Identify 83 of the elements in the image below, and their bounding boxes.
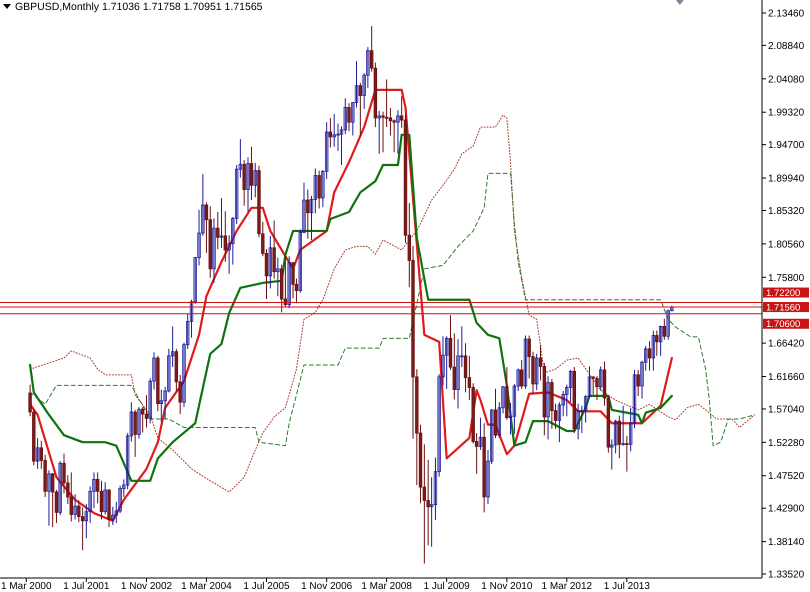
chart-title: GBPUSD,Monthly 1.71036 1.71758 1.70951 1.71565 <box>15 1 263 13</box>
candlestick <box>658 325 662 356</box>
candlestick <box>524 335 528 390</box>
y-tick-label: 1.33520 <box>768 570 805 580</box>
candlestick <box>216 212 220 250</box>
candlestick <box>268 235 272 290</box>
candlestick <box>111 506 115 526</box>
x-tick-label: 1 Mar 2000 <box>0 581 52 592</box>
candlestick <box>92 472 96 509</box>
y-tick-label: 1.66420 <box>768 338 805 350</box>
candlestick <box>50 472 54 528</box>
candlestick <box>328 117 332 148</box>
y-tick-label: 1.52280 <box>768 438 805 449</box>
ref-line-label: 1.71560 <box>766 302 800 314</box>
candlestick <box>160 389 164 422</box>
candlestick <box>478 417 482 450</box>
y-tick-label: 1.94700 <box>768 140 805 152</box>
candlestick <box>306 189 310 240</box>
y-tick-label: 1.85320 <box>768 206 805 217</box>
candlestick <box>70 472 73 522</box>
candlestick <box>396 110 400 154</box>
candlestick <box>625 435 629 472</box>
y-tick-label: 1.42900 <box>768 504 805 515</box>
x-tick-label: 1 Jul 2009 <box>424 581 470 592</box>
candlestick <box>317 170 321 210</box>
line-series <box>30 172 755 446</box>
candlestick <box>212 218 216 284</box>
candlestick <box>636 369 640 396</box>
line-series <box>30 114 755 493</box>
x-tick-label: 1 Jul 2013 <box>604 581 650 592</box>
y-tick-label: 1.99320 <box>768 108 805 119</box>
line-series <box>28 134 673 482</box>
y-tick-label: 1.38140 <box>768 537 805 548</box>
candlestick <box>287 256 291 309</box>
x-tick-label: 1 Jul 2001 <box>63 581 110 592</box>
y-tick-label: 1.47520 <box>768 471 805 482</box>
candlestick <box>276 257 280 297</box>
x-tick-label: 1 Mar 2004 <box>181 581 232 592</box>
candlestick <box>58 460 62 516</box>
candlestick <box>444 336 448 390</box>
x-tick-label: 1 Nov 2006 <box>301 581 353 592</box>
legend-label: 1.70600 <box>766 319 800 330</box>
y-tick-label: 2.13460 <box>768 8 805 20</box>
x-tick-label: 1 Mar 2012 <box>541 581 593 592</box>
candlestick <box>332 113 336 148</box>
candlestick <box>648 340 652 372</box>
y-tick-label: 1.75800 <box>768 272 805 284</box>
candlestick <box>358 82 362 137</box>
candlestick <box>621 405 625 446</box>
x-tick-label: 1 Mar 2008 <box>361 581 412 592</box>
y-tick-label: 1.89940 <box>768 174 805 185</box>
candlestick <box>73 494 77 520</box>
candlestick <box>272 220 276 280</box>
candlestick <box>36 437 40 470</box>
ref-line-label: 1.72200 <box>766 288 800 299</box>
x-tick-label: 1 Nov 2002 <box>120 581 173 592</box>
candlestick <box>662 318 666 340</box>
x-tick-label: 1 Nov 2010 <box>481 581 533 592</box>
candlestick <box>666 309 670 340</box>
candlestick <box>224 210 228 262</box>
candlestick <box>133 409 137 458</box>
candlestick <box>534 353 538 391</box>
candlestick <box>47 470 51 526</box>
candlestick <box>598 366 602 391</box>
candlestick <box>456 338 460 410</box>
y-tick-label: 1.80560 <box>768 239 805 250</box>
candlestick <box>652 330 656 372</box>
y-tick-label: 2.08840 <box>768 40 805 52</box>
candlestick <box>576 403 580 440</box>
y-tick-label: 2.04080 <box>768 74 805 86</box>
y-tick-label: 1.61660 <box>768 372 805 384</box>
candlestick <box>520 360 524 390</box>
candlestick <box>618 415 622 459</box>
candlestick <box>137 406 141 440</box>
candlestick <box>144 394 148 428</box>
candlestick <box>246 156 250 213</box>
candlestick <box>378 110 381 154</box>
candlestick <box>546 376 550 440</box>
candlestick <box>655 330 659 356</box>
candlestick <box>103 482 107 515</box>
x-tick-label: 1 Jul 2005 <box>243 581 290 592</box>
y-tick-label: 1.57040 <box>768 404 805 416</box>
candlestick <box>254 162 257 198</box>
